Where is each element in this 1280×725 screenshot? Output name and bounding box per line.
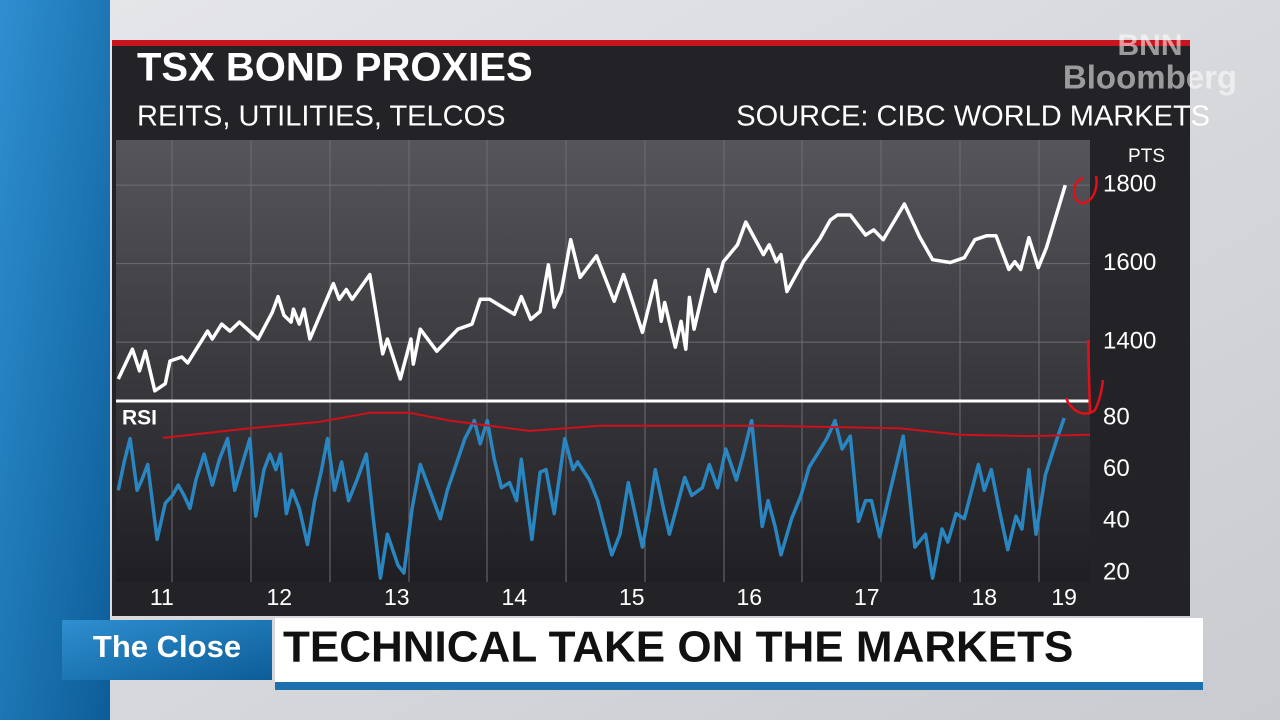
y-axis-label: PTS: [1128, 146, 1165, 167]
panel-accent: [112, 40, 1190, 46]
x-tick-label: 15: [619, 584, 645, 610]
rsi-label: RSI: [122, 407, 157, 430]
plots: 1400 1600 1800 20 40 60 80 11 12 13 14 15 16 17 18 19: [116, 170, 1156, 610]
x-tick-label: 19: [1051, 584, 1077, 610]
x-tick-label: 13: [384, 584, 410, 610]
headline-box: [275, 618, 1203, 684]
x-tick-label: 17: [854, 584, 880, 610]
y-tick-label: 1600: [1103, 249, 1156, 276]
series-line: [162, 411, 1091, 439]
show-tag: [62, 620, 272, 680]
series-line: [116, 184, 1067, 393]
source: SOURCE: CIBC WORLD MARKETS: [736, 101, 1210, 133]
x-tick-label: 12: [267, 584, 293, 610]
headline-underline: [275, 682, 1203, 690]
y-tick-label: 60: [1103, 455, 1130, 482]
y-tick-label: 1800: [1103, 170, 1156, 197]
x-tick-label: 14: [501, 584, 527, 610]
y-tick-label: 80: [1103, 403, 1130, 430]
x-tick-label: 18: [971, 584, 997, 610]
series-line: [116, 417, 1066, 580]
y-tick-label: 40: [1103, 507, 1130, 534]
annotation: [1064, 175, 1105, 415]
y-tick-label: 20: [1103, 558, 1130, 585]
chart-subtitle: REITS, UTILITIES, TELCOS: [137, 101, 506, 133]
chart-title: TSX BOND PROXIES: [137, 46, 533, 90]
side-bar: [0, 0, 110, 720]
x-tick-label: 11: [150, 584, 174, 610]
headline: TECHNICAL TAKE ON THE MARKETS: [283, 623, 1073, 672]
x-tick-label: 16: [736, 584, 762, 610]
show-name: The Close: [93, 629, 241, 664]
logo: BNN: [1118, 29, 1183, 62]
y-tick-label: 1400: [1103, 327, 1156, 354]
plot-area: [116, 140, 1090, 582]
vertical-grid: [171, 140, 1040, 582]
logo: Bloomberg: [1063, 59, 1237, 96]
